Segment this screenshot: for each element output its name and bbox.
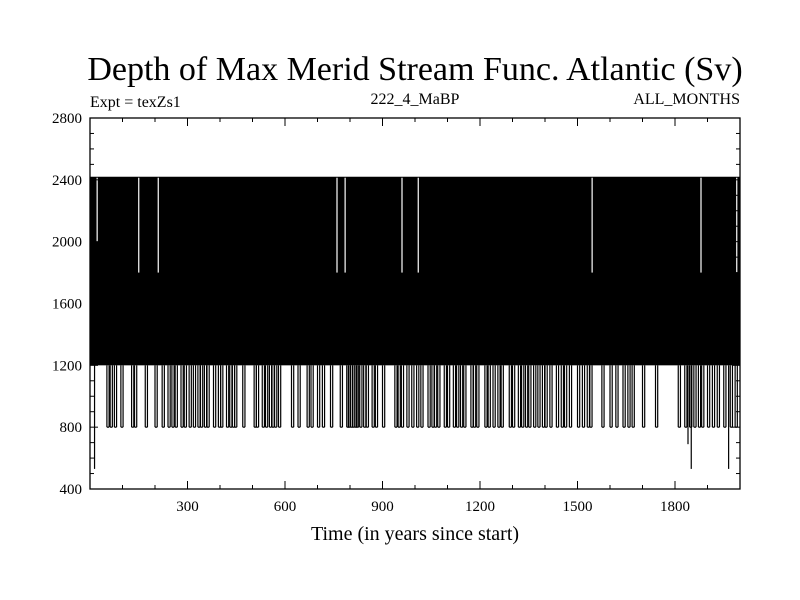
x-tick-label: 300 [176, 499, 199, 515]
y-tick-label: 2000 [52, 235, 82, 251]
x-tick-label: 600 [274, 499, 297, 515]
x-tick-label: 1200 [465, 499, 495, 515]
x-tick-label: 1500 [563, 499, 593, 515]
x-tick-label: 1800 [660, 499, 690, 515]
x-axis: 300 600 900 1200 1500 1800 [89, 118, 741, 515]
subtitle-right: ALL_MONTHS [633, 91, 740, 108]
y-tick-label: 400 [60, 482, 83, 498]
subtitle-center: 222_4_MaBP [371, 91, 460, 108]
chart-title: Depth of Max Merid Stream Func. Atlantic… [87, 51, 742, 88]
x-axis-label: Time (in years since start) [311, 523, 519, 545]
y-tick-label: 2800 [52, 111, 82, 127]
y-tick-label: 1200 [52, 358, 82, 374]
subtitle-left: Expt = texZs1 [90, 94, 181, 111]
y-tick-label: 1600 [52, 297, 82, 313]
y-axis: 400 800 1200 1600 2000 2400 2800 [52, 111, 740, 498]
y-tick-label: 2400 [52, 173, 82, 189]
oscillation-band [90, 176, 740, 366]
data-series-line [90, 176, 740, 469]
y-tick-label: 800 [60, 420, 83, 436]
x-tick-label: 900 [371, 499, 394, 515]
